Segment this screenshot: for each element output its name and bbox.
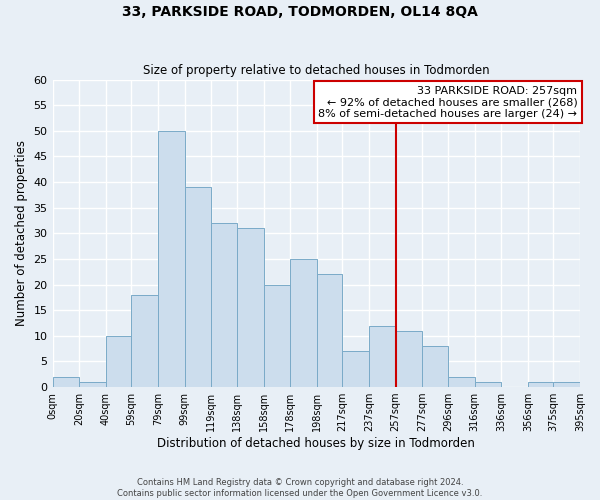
X-axis label: Distribution of detached houses by size in Todmorden: Distribution of detached houses by size …: [157, 437, 475, 450]
Bar: [422, 346, 448, 387]
Text: 33, PARKSIDE ROAD, TODMORDEN, OL14 8QA: 33, PARKSIDE ROAD, TODMORDEN, OL14 8QA: [122, 5, 478, 19]
Bar: [79, 382, 106, 387]
Bar: [158, 131, 185, 387]
Bar: [369, 326, 396, 387]
Bar: [396, 330, 422, 387]
Bar: [343, 351, 369, 387]
Text: 33 PARKSIDE ROAD: 257sqm
← 92% of detached houses are smaller (268)
8% of semi-d: 33 PARKSIDE ROAD: 257sqm ← 92% of detach…: [319, 86, 577, 119]
Text: Contains HM Land Registry data © Crown copyright and database right 2024.
Contai: Contains HM Land Registry data © Crown c…: [118, 478, 482, 498]
Bar: [448, 377, 475, 387]
Bar: [553, 382, 580, 387]
Bar: [237, 228, 263, 387]
Bar: [53, 377, 79, 387]
Bar: [528, 382, 553, 387]
Bar: [317, 274, 343, 387]
Bar: [131, 295, 158, 387]
Bar: [106, 336, 131, 387]
Bar: [211, 223, 237, 387]
Y-axis label: Number of detached properties: Number of detached properties: [15, 140, 28, 326]
Title: Size of property relative to detached houses in Todmorden: Size of property relative to detached ho…: [143, 64, 490, 77]
Bar: [263, 284, 290, 387]
Bar: [290, 259, 317, 387]
Bar: [475, 382, 501, 387]
Bar: [185, 187, 211, 387]
